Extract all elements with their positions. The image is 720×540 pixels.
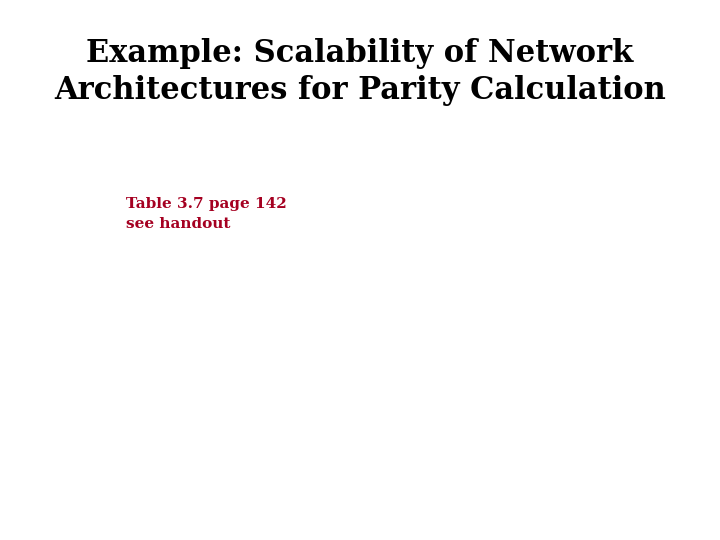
- Text: Example: Scalability of Network
Architectures for Parity Calculation: Example: Scalability of Network Architec…: [54, 38, 666, 106]
- Text: Table 3.7 page 142
see handout: Table 3.7 page 142 see handout: [126, 197, 287, 231]
